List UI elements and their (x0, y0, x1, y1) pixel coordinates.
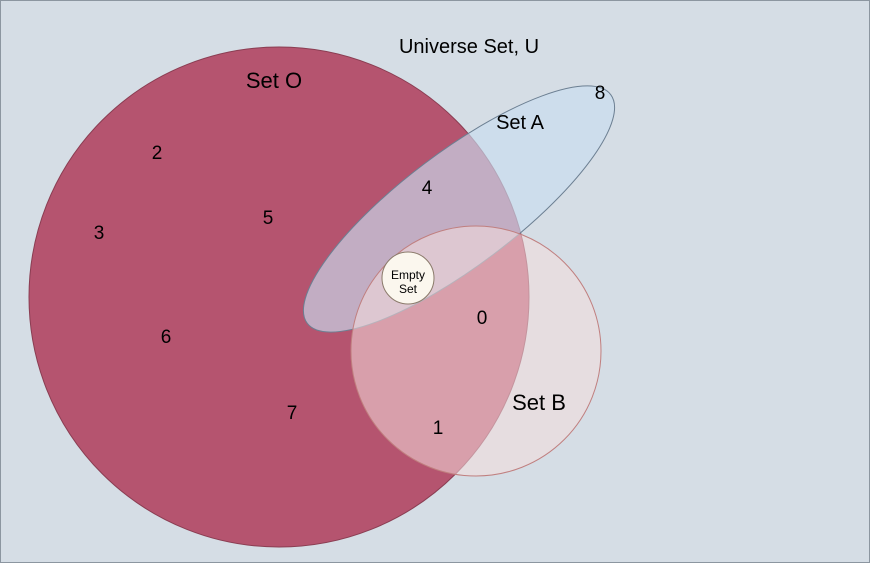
element-5: 5 (263, 208, 274, 229)
set-b-label: Set B (512, 390, 566, 415)
element-6: 6 (161, 327, 172, 348)
element-7: 7 (287, 403, 298, 424)
element-8: 8 (595, 83, 606, 104)
set-a-label: Set A (496, 112, 544, 134)
element-2: 2 (152, 143, 163, 164)
element-4: 4 (422, 178, 433, 199)
element-3: 3 (94, 223, 105, 244)
set-o-label: Set O (246, 68, 302, 93)
empty-set-circle (381, 251, 435, 305)
empty-set-label-line2: Set (399, 282, 418, 296)
element-0: 0 (477, 308, 488, 329)
empty-set-label-line1: Empty (391, 268, 425, 282)
element-1: 1 (433, 418, 444, 439)
universe-label: Universe Set, U (399, 36, 539, 58)
